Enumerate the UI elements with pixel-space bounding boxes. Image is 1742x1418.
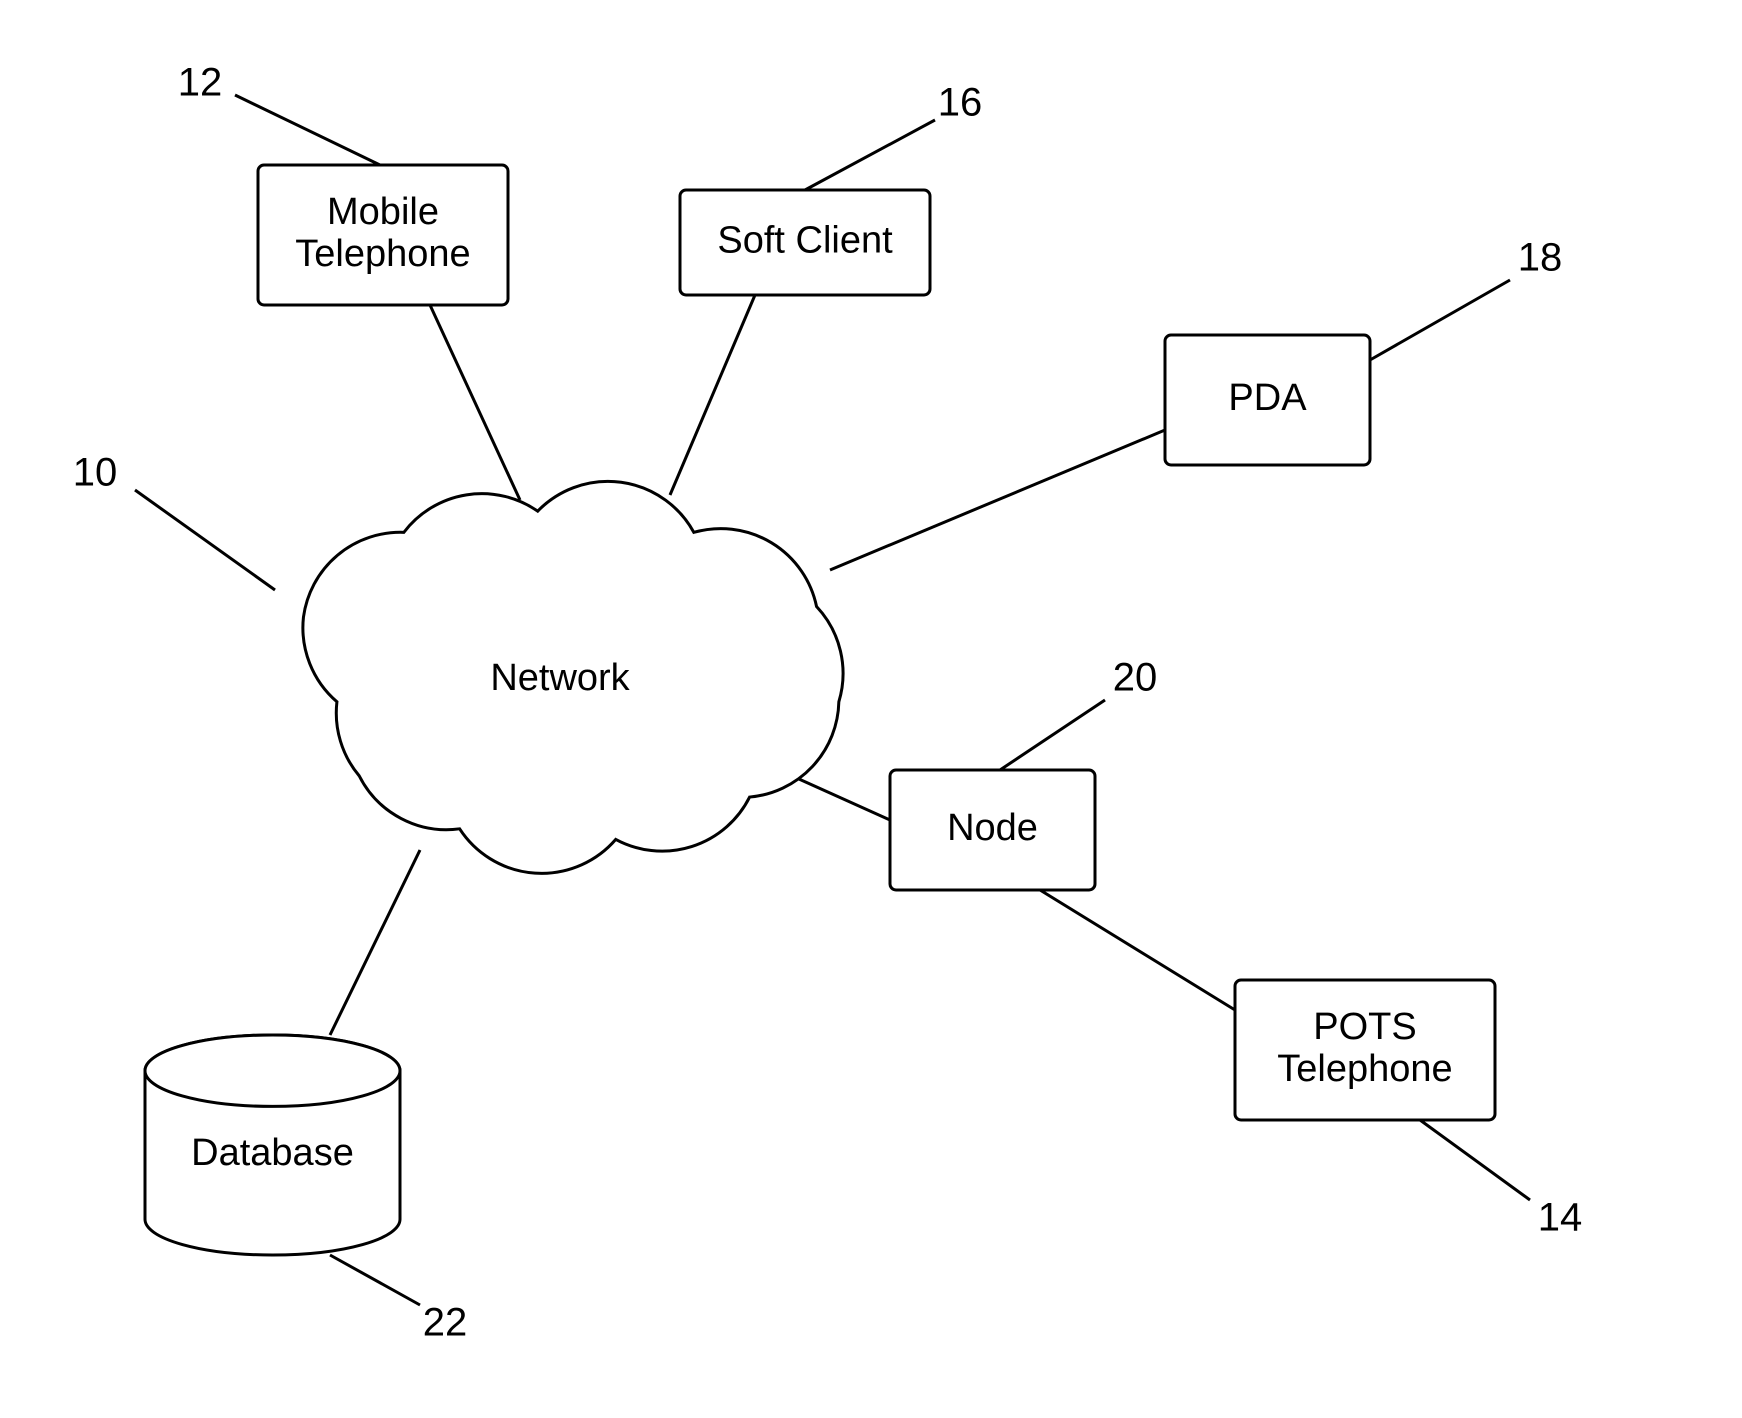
ref-10-label: 10 [73,451,118,495]
edge-pots-node [1040,890,1235,1010]
ref-22-label: 22 [423,1301,468,1345]
node-mobile: MobileTelephone [258,165,508,305]
edge-soft_client-network [670,295,755,495]
node-mobile-label: Mobile [327,191,439,233]
ref-10-leader [135,490,275,590]
node-soft_client-label: Soft Client [717,220,893,262]
nodes-layer: NetworkMobileTelephoneSoft ClientPDANode… [145,165,1495,1255]
ref-12: 12 [178,61,380,165]
ref-22: 22 [330,1255,467,1345]
ref-10: 10 [73,451,275,590]
ref-20-label: 20 [1113,656,1158,700]
node-pda: PDA [1165,335,1370,465]
node-pots: POTSTelephone [1235,980,1495,1120]
ref-16-leader [805,120,935,190]
ref-14-label: 14 [1538,1196,1583,1240]
ref-16-label: 16 [938,81,983,125]
node-pots-label: Telephone [1277,1048,1452,1090]
node-mobile-label: Telephone [295,233,470,275]
node-pda-label: PDA [1228,377,1307,419]
ref-14: 14 [1420,1120,1582,1240]
ref-22-leader [330,1255,420,1305]
node-network-label: Network [490,657,630,699]
node-pots-label: POTS [1313,1006,1416,1048]
edge-node-network [790,775,890,820]
node-node-label: Node [947,807,1038,849]
ref-18-label: 18 [1518,236,1563,280]
ref-12-leader [235,95,380,165]
ref-16: 16 [805,81,982,190]
node-database-label: Database [191,1132,354,1174]
node-node: Node [890,770,1095,890]
node-soft_client: Soft Client [680,190,930,295]
ref-18-leader [1370,280,1510,360]
node-database: Database [145,1035,400,1255]
edge-mobile-network [430,305,520,500]
edge-database-network [330,850,420,1035]
ref-18: 18 [1370,236,1562,360]
ref-12-label: 12 [178,61,223,105]
ref-20: 20 [1000,656,1157,770]
edge-pda-network [830,430,1165,570]
ref-14-leader [1420,1120,1530,1200]
ref-20-leader [1000,700,1105,770]
node-network: Network [303,481,843,873]
